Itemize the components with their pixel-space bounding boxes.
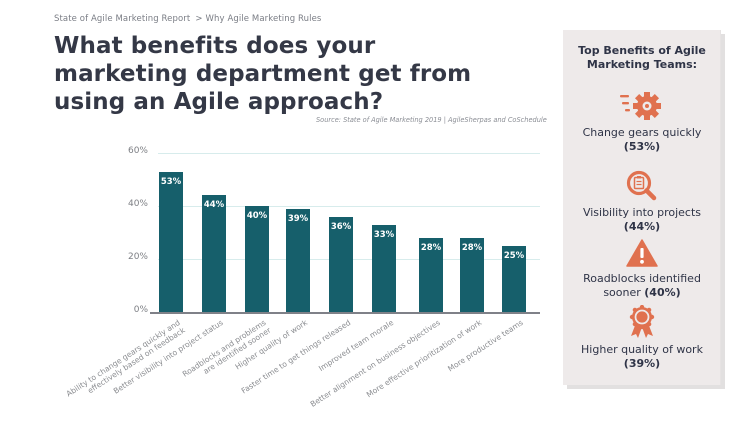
benefit-text: Visibility into projects (44%) [563, 206, 721, 234]
gridline [158, 206, 540, 207]
panel-title: Top Benefits of Agile Marketing Teams: [578, 44, 706, 71]
breadcrumb-separator: > [195, 14, 203, 24]
bar-chart: 0% 20% 40% 60% 53% Ability to change gears qu… [65, 146, 540, 409]
magnifier-clipboard-icon [626, 170, 657, 201]
bar[interactable]: 44% [202, 195, 226, 312]
benefit-text: Roadblocks identified sooner (40%) [563, 272, 721, 300]
benefit-label: Roadblocks identified sooner [583, 272, 701, 299]
y-tick-label: 0% [133, 305, 148, 315]
source-note: Source: State of Agile Marketing 2019 | … [316, 116, 547, 124]
bar-value-label: 25% [503, 250, 525, 261]
bar-value-label: 53% [160, 176, 182, 187]
warning-triangle-icon [626, 239, 658, 267]
bar[interactable]: 28% [460, 237, 484, 312]
bar-value-label: 40% [246, 211, 268, 221]
x-axis-label: Improved team morale [317, 318, 396, 374]
bar[interactable]: 28% [419, 237, 443, 312]
bar-value-label: 39% [287, 213, 309, 224]
y-tick-label: 60% [127, 146, 148, 156]
breadcrumb: State of Agile Marketing Report > Why Agil… [54, 14, 321, 24]
bar-value-label: 44% [203, 200, 225, 211]
benefit-quality: Higher quality of work (39%) [563, 305, 721, 371]
bar[interactable]: 33% [372, 224, 396, 312]
benefit-label: Change gears quickly [582, 126, 702, 139]
bar-value-label: 33% [373, 229, 395, 240]
benefit-text: Higher quality of work (39%) [563, 343, 721, 371]
award-ribbon-icon [629, 305, 655, 338]
bar[interactable]: 40% [245, 206, 269, 312]
page-title: What benefits does your marketing depart… [54, 33, 472, 115]
breadcrumb-item-report[interactable]: State of Agile Marketing Report [54, 14, 191, 24]
bar[interactable]: 25% [502, 245, 526, 312]
fast-gear-icon [620, 92, 661, 120]
benefit-visibility: Visibility into projects (44%) [563, 170, 721, 234]
benefit-pct: (39%) [623, 357, 661, 370]
benefit-label: Higher quality of work [581, 343, 703, 356]
y-tick-label: 20% [127, 252, 148, 262]
benefit-pct: (40%) [644, 286, 681, 299]
x-axis-line [150, 312, 540, 314]
bar[interactable]: 39% [286, 208, 310, 312]
gridline [158, 153, 540, 154]
bar[interactable]: 53% [159, 171, 183, 312]
benefit-text: Change gears quickly (53%) [563, 126, 721, 154]
benefit-pct: (53%) [623, 140, 661, 153]
y-tick-label: 40% [127, 199, 148, 209]
bar-value-label: 36% [330, 221, 352, 232]
breadcrumb-item-current[interactable]: Why Agile Marketing Rules [205, 14, 322, 24]
x-axis-label: More productive teams [446, 318, 525, 374]
bar[interactable]: 36% [329, 216, 353, 312]
bar-value-label: 28% [461, 242, 483, 253]
bar-value-label: 28% [420, 242, 442, 253]
benefit-label: Visibility into projects [582, 206, 702, 219]
benefit-change-gears: Change gears quickly (53%) [563, 90, 721, 154]
benefit-roadblocks: Roadblocks identified sooner (40%) [563, 238, 721, 300]
benefit-pct: (44%) [623, 220, 661, 233]
top-benefits-panel: Top Benefits of Agile Marketing Teams: [563, 30, 721, 385]
